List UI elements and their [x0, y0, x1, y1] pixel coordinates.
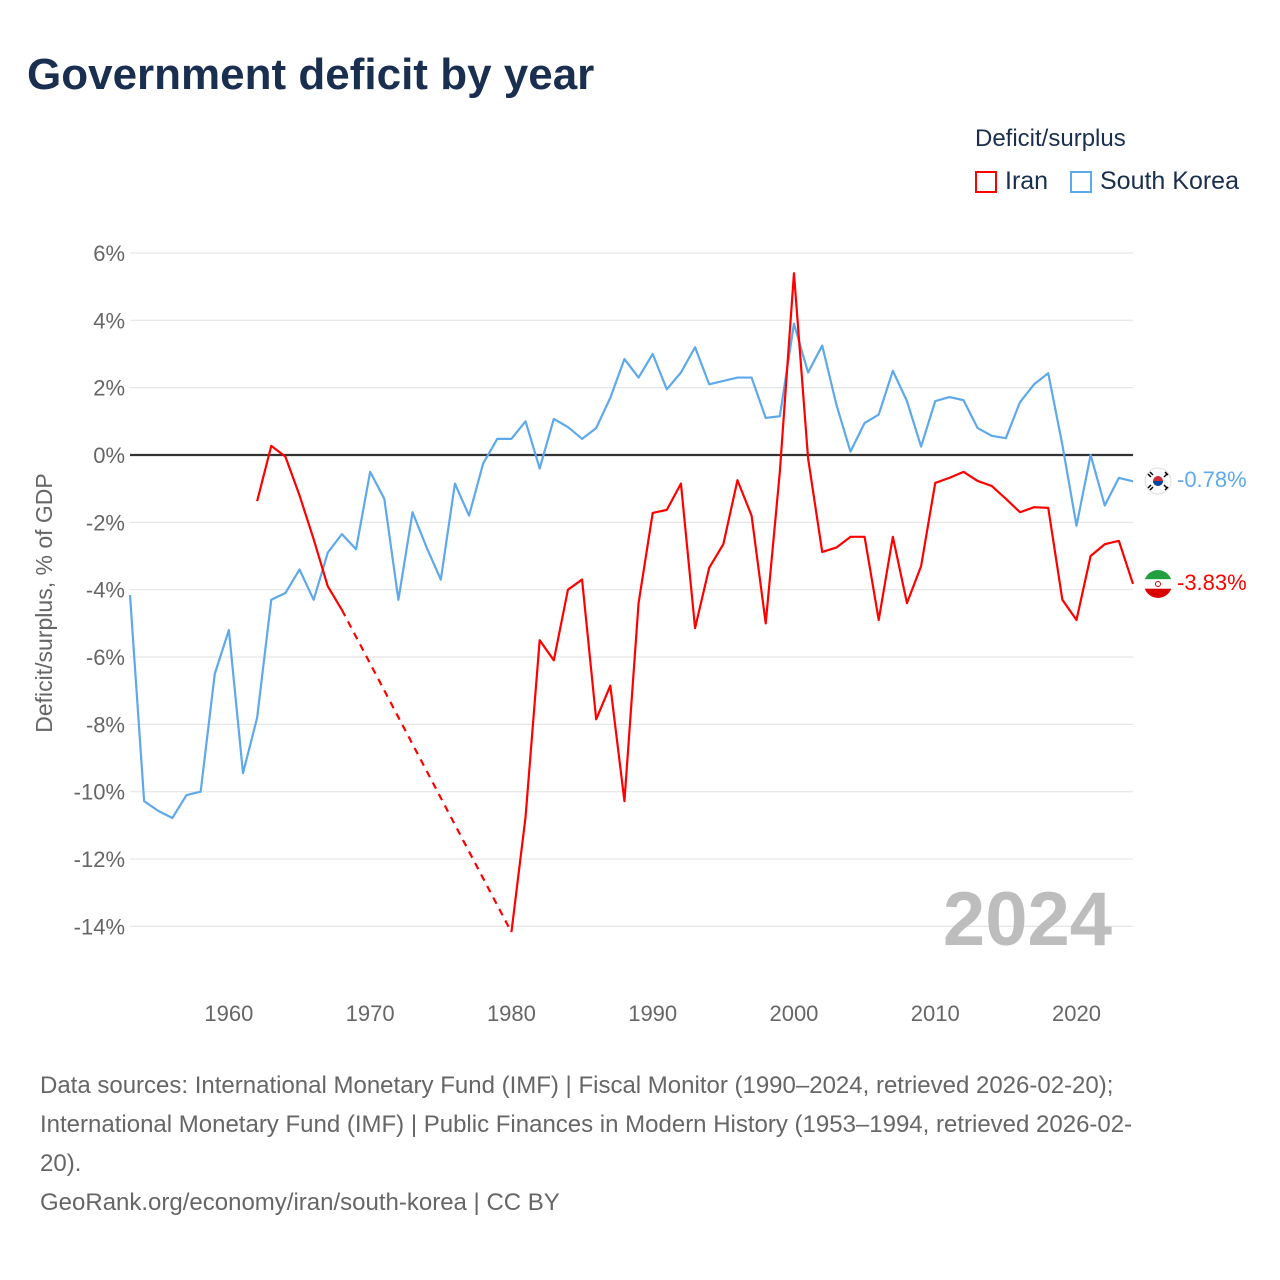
- source-line-3: 20).: [40, 1150, 82, 1177]
- source-link[interactable]: GeoRank.org/economy/iran/south-korea | C…: [40, 1189, 560, 1216]
- year-watermark: 2024: [943, 877, 1112, 962]
- source-line-1: Data sources: International Monetary Fun…: [40, 1072, 1114, 1099]
- x-tick-label: 1990: [628, 1001, 677, 1026]
- y-tick-label: 0%: [93, 443, 125, 468]
- x-tick-label: 2000: [769, 1001, 818, 1026]
- series-line-south-korea: [128, 322, 1134, 820]
- y-tick-label: 6%: [93, 241, 125, 266]
- y-tick-label: -12%: [74, 847, 125, 872]
- data-sources: Data sources: International Monetary Fun…: [40, 1066, 1240, 1222]
- end-label-iran: -3.83%: [1177, 570, 1247, 595]
- legend-label-south-korea: South Korea: [1100, 167, 1239, 195]
- series-line-iran: [510, 272, 1135, 933]
- x-tick-label: 2010: [911, 1001, 960, 1026]
- legend-item-iran[interactable]: Iran: [975, 167, 1048, 196]
- x-tick-label: 1980: [487, 1001, 536, 1026]
- chart-title: Government deficit by year: [27, 50, 595, 99]
- source-line-2: International Monetary Fund (IMF) | Publ…: [40, 1111, 1133, 1138]
- legend-item-south-korea[interactable]: South Korea: [1070, 167, 1239, 196]
- line-chart: -14% -12% -10% -8% -6% -4% -2% 0% 2% 4% 6% 1960 1970…: [31, 241, 1247, 1026]
- x-tick-label: 2020: [1052, 1001, 1101, 1026]
- series-line-iran: [256, 444, 343, 611]
- y-axis-label: Deficit/surplus, % of GDP: [31, 473, 57, 732]
- y-tick-label: -14%: [74, 914, 125, 939]
- legend-label-iran: Iran: [1005, 167, 1049, 195]
- legend-title: Deficit/surplus: [975, 125, 1126, 152]
- legend-swatch-south-korea: [1070, 170, 1092, 193]
- x-tick-label: 1960: [204, 1001, 253, 1026]
- y-tick-label: -2%: [86, 510, 125, 535]
- iran-flag-icon: [1144, 570, 1172, 598]
- y-tick-label: -6%: [86, 645, 125, 670]
- south-korea-flag-icon: [1144, 467, 1172, 495]
- y-tick-label: 2%: [93, 376, 125, 401]
- y-tick-label: -8%: [86, 712, 125, 737]
- legend-swatch-iran: [975, 170, 997, 193]
- y-tick-label: -10%: [74, 780, 125, 805]
- y-tick-label: 4%: [93, 308, 125, 333]
- x-tick-label: 1970: [346, 1001, 395, 1026]
- end-label-south-korea: -0.78%: [1177, 467, 1247, 492]
- series-gap-iran: [340, 609, 513, 933]
- y-tick-label: -4%: [86, 578, 125, 603]
